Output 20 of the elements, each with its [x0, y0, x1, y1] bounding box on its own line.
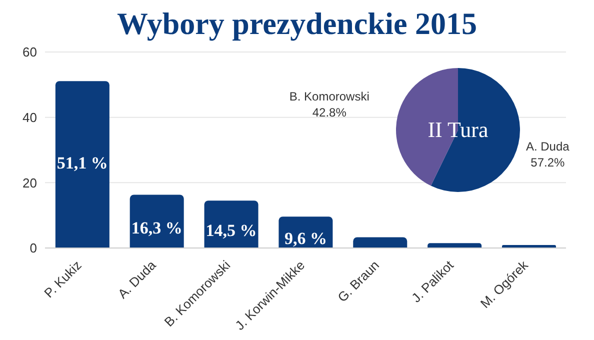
- y-tick-label: 40: [22, 110, 37, 125]
- data-label: 51,1 %: [56, 153, 108, 172]
- data-label: 57.2%: [530, 156, 565, 170]
- data-label: 42.8%: [312, 105, 347, 120]
- data-label: 14,5 %: [206, 221, 257, 240]
- data-label: 9,6 %: [284, 229, 327, 248]
- y-tick-label: 60: [22, 44, 37, 60]
- chart-title: Wybory prezydenckie 2015: [116, 6, 478, 42]
- slice-label: A. Duda: [526, 140, 570, 154]
- bar: [353, 237, 408, 248]
- slice-label: B. Komorowski: [289, 89, 370, 104]
- y-tick-label: 20: [22, 175, 37, 190]
- y-tick-label: 0: [30, 240, 37, 256]
- bar: [428, 243, 482, 248]
- data-label: 16,3 %: [131, 218, 182, 238]
- pie-slice: [430, 68, 520, 192]
- bar: [204, 200, 258, 248]
- bar: [55, 81, 110, 248]
- text: II Tura: [426, 116, 490, 144]
- bar: [130, 194, 184, 248]
